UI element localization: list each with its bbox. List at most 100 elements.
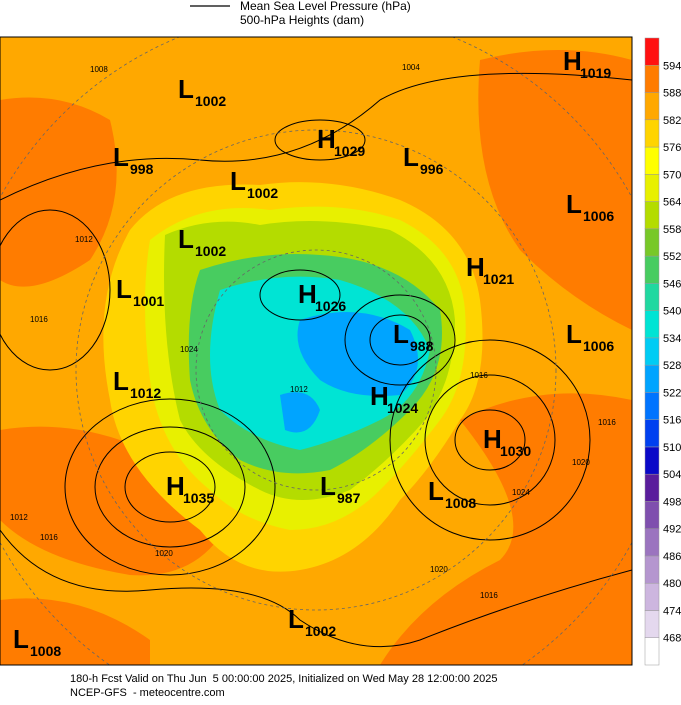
colorbar-swatch <box>644 501 660 529</box>
pressure-center-letter: L <box>113 366 129 396</box>
colorbar-label: 588 <box>663 88 681 100</box>
pressure-center-letter: L <box>403 142 419 172</box>
pressure-center-value: 1008 <box>30 643 61 659</box>
pressure-center-letter: H <box>166 471 185 501</box>
colorbar-swatch <box>644 337 660 366</box>
colorbar-swatch <box>644 419 660 448</box>
pressure-center-value: 1012 <box>130 385 161 401</box>
colorbar-swatch <box>644 201 660 230</box>
colorbar-swatch <box>644 255 660 284</box>
pressure-center-letter: L <box>566 189 582 219</box>
height-zone <box>478 50 632 330</box>
pressure-center-letter: H <box>370 381 389 411</box>
pressure-center-letter: L <box>178 224 194 254</box>
legend-heights: 500-hPa Heights (dam) <box>240 13 364 27</box>
pressure-center-letter: H <box>466 252 485 282</box>
colorbar-swatch <box>644 65 660 93</box>
contour-label: 1008 <box>90 65 108 74</box>
colorbar-label: 576 <box>663 142 681 154</box>
colorbar-swatch <box>644 37 660 66</box>
colorbar-swatch <box>644 364 660 393</box>
colorbar-label: 546 <box>663 278 681 290</box>
colorbar-swatch <box>644 92 660 121</box>
height-zone <box>0 598 150 665</box>
colorbar-label: 582 <box>663 115 681 127</box>
contour-label: 1012 <box>290 385 308 394</box>
mslp-contours <box>0 72 632 648</box>
colorbar-swatch <box>644 392 660 420</box>
pressure-center-value: 987 <box>337 490 361 506</box>
colorbar-label: 552 <box>663 251 681 263</box>
colorbar-swatch <box>644 555 660 584</box>
map-frame <box>0 36 633 666</box>
colorbar-label: 474 <box>663 605 681 617</box>
colorbar-label: 522 <box>663 387 681 399</box>
colorbar-label: 528 <box>663 360 681 372</box>
pressure-center-value: 1026 <box>315 298 346 314</box>
contour-label: 1004 <box>402 63 420 72</box>
pressure-center-value: 1006 <box>583 208 614 224</box>
height-zone <box>0 97 117 287</box>
contour-label: 1016 <box>40 533 58 542</box>
footer-source: NCEP-GFS - meteocentre.com <box>70 687 225 699</box>
pressure-center-value: 1002 <box>305 623 336 639</box>
height-zone <box>380 393 632 665</box>
contour-label: 1012 <box>75 235 93 244</box>
pressure-center-letter: H <box>298 279 317 309</box>
pressure-center-value: 1019 <box>580 65 611 81</box>
pressure-center-letter: L <box>116 274 132 304</box>
colorbar-label: 534 <box>663 333 681 345</box>
footer-valid: 180-h Fcst Valid on Thu Jun 5 00:00:00 2… <box>70 673 497 685</box>
contour-label: 1020 <box>155 549 173 558</box>
pressure-center-letter: L <box>428 476 444 506</box>
pressure-center-value: 1008 <box>445 495 476 511</box>
pressure-center-letter: L <box>320 471 336 501</box>
colorbar-swatch <box>644 528 660 557</box>
colorbar-swatch <box>644 637 660 666</box>
colorbar-swatch <box>644 228 660 257</box>
colorbar-label: 570 <box>663 169 681 181</box>
colorbar-swatch <box>644 283 660 311</box>
contour-label: 1020 <box>572 458 590 467</box>
contour-label: 1024 <box>512 488 530 497</box>
pressure-center-value: 1002 <box>247 185 278 201</box>
legend-mslp: Mean Sea Level Pressure (hPa) <box>240 0 411 13</box>
colorbar-label: 468 <box>663 633 681 645</box>
pressure-center-letter: L <box>288 604 304 634</box>
colorbar-label: 492 <box>663 524 681 536</box>
colorbar-label: 486 <box>663 551 681 563</box>
colorbar-swatch <box>644 473 660 502</box>
pressure-center-letter: L <box>393 319 409 349</box>
colorbar-label: 540 <box>663 306 681 318</box>
pressure-center-value: 1035 <box>183 490 214 506</box>
colorbar-swatch <box>644 610 660 638</box>
pressure-center-letter: H <box>563 46 582 76</box>
colorbar-swatch <box>644 310 660 339</box>
height-zone <box>297 312 418 396</box>
graticule <box>0 37 632 665</box>
pressure-center-letter: L <box>178 74 194 104</box>
colorbar-swatch <box>644 582 660 611</box>
pressure-center-value: 1029 <box>334 143 365 159</box>
colorbar-label: 516 <box>663 415 681 427</box>
contour-label: 1016 <box>470 371 488 380</box>
contour-label: 1016 <box>30 315 48 324</box>
colorbar-label: 504 <box>663 469 681 481</box>
pressure-center-value: 996 <box>420 161 444 177</box>
contour-label: 1024 <box>180 345 198 354</box>
contour-label: 1016 <box>598 418 616 427</box>
pressure-center-value: 1021 <box>483 271 514 287</box>
colorbar-label: 510 <box>663 442 681 454</box>
colorbar-label: 564 <box>663 197 681 209</box>
pressure-center-letter: L <box>230 166 246 196</box>
pressure-center-value: 988 <box>410 338 434 354</box>
pressure-center-value: 1002 <box>195 93 226 109</box>
contour-label: 1012 <box>10 513 28 522</box>
colorbar-swatch <box>644 174 660 202</box>
height-zone <box>280 392 320 433</box>
colorbar-swatch <box>644 146 660 175</box>
pressure-center-value: 1030 <box>500 443 531 459</box>
pressure-center-letter: L <box>113 142 129 172</box>
